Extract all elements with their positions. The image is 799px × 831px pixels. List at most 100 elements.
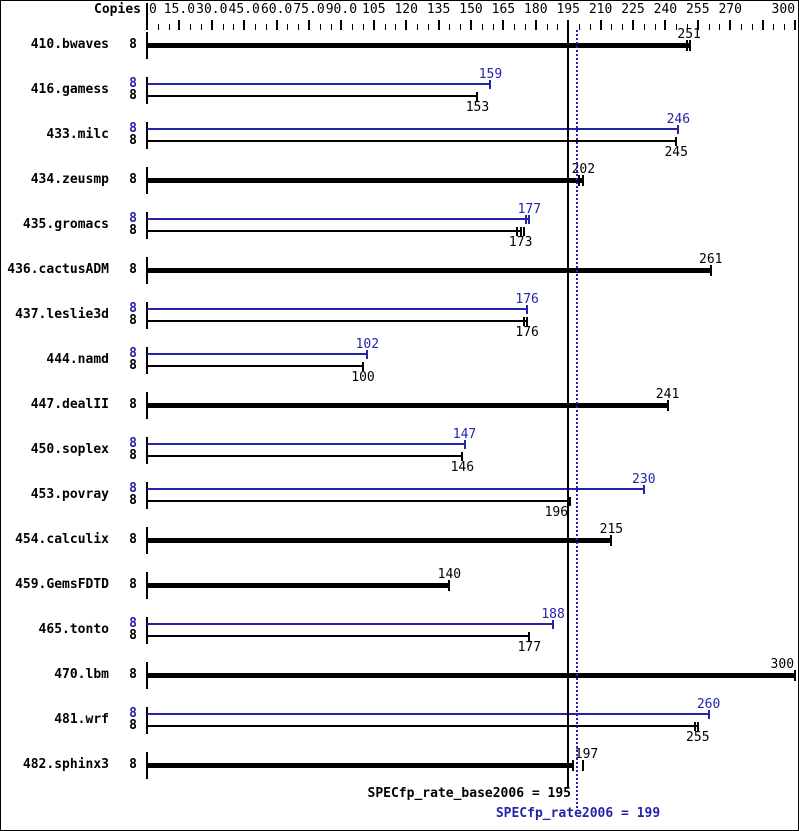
bar-end-tick bbox=[366, 349, 369, 359]
bar-end-tick bbox=[522, 316, 525, 326]
bar-value-label: 188 bbox=[541, 607, 565, 622]
copies-label: 8 bbox=[129, 301, 137, 316]
bar-base bbox=[147, 365, 363, 367]
axis-minor-tick bbox=[643, 24, 645, 30]
copies-label: 8 bbox=[129, 346, 137, 361]
copies-label: 8 bbox=[129, 616, 137, 631]
benchmark-label: 444.namd bbox=[46, 352, 109, 367]
axis-major-tick bbox=[794, 20, 796, 30]
benchmark-label: 447.dealII bbox=[30, 397, 109, 412]
benchmark-label: 434.zeusmp bbox=[30, 172, 109, 187]
axis-origin-line bbox=[146, 3, 148, 30]
bar-base bbox=[147, 95, 478, 97]
bar-end-tick bbox=[642, 484, 645, 494]
benchmark-label: 437.leslie3d bbox=[15, 307, 109, 322]
axis-minor-tick bbox=[395, 24, 397, 30]
copies-label: 8 bbox=[129, 577, 137, 592]
axis-major-tick bbox=[729, 20, 732, 30]
bar-end-tick bbox=[519, 226, 522, 236]
axis-tick-label: 90.0 bbox=[325, 2, 358, 17]
bar-end-tick bbox=[362, 361, 364, 371]
bar-end-tick bbox=[677, 124, 680, 134]
axis-minor-tick bbox=[784, 24, 786, 30]
axis-minor-tick bbox=[687, 24, 688, 30]
row-axis-segment bbox=[146, 482, 148, 509]
bar-peak bbox=[147, 128, 679, 130]
base-mean-summary: SPECfp_rate_base2006 = 195 bbox=[367, 786, 572, 801]
bar-end-tick bbox=[461, 451, 464, 461]
row-axis-segment bbox=[146, 707, 148, 734]
copies-label: 8 bbox=[129, 532, 137, 547]
axis-minor-tick bbox=[741, 24, 742, 30]
bar-value-label: 230 bbox=[632, 472, 656, 487]
axis-minor-tick bbox=[546, 24, 548, 30]
bar-value-label: 147 bbox=[452, 427, 477, 442]
axis-minor-tick bbox=[622, 24, 624, 30]
bar-end-tick bbox=[516, 226, 519, 236]
copies-label: 8 bbox=[129, 493, 137, 508]
row-axis-segment bbox=[146, 77, 148, 104]
axis-minor-tick bbox=[157, 24, 159, 30]
bar-peak bbox=[147, 488, 644, 490]
bar-end-tick bbox=[522, 226, 525, 236]
copies-label: 8 bbox=[129, 76, 137, 91]
row-axis-segment bbox=[146, 212, 148, 239]
axis-major-tick bbox=[534, 20, 537, 30]
bar-end-tick bbox=[476, 91, 479, 101]
bar-peak bbox=[147, 713, 709, 715]
bar-value-label: 177 bbox=[517, 202, 542, 217]
bar-end-tick bbox=[489, 79, 492, 89]
axis-tick-label: 165 bbox=[491, 2, 516, 17]
axis-minor-tick bbox=[384, 24, 386, 30]
copies-label: 8 bbox=[129, 706, 137, 721]
bar-peak bbox=[147, 83, 491, 85]
bar-value-label: 140 bbox=[437, 567, 462, 582]
benchmark-label: 416.gamess bbox=[30, 82, 109, 97]
copies-label: 8 bbox=[129, 757, 137, 772]
axis-major-tick bbox=[243, 20, 246, 30]
axis-minor-tick bbox=[773, 24, 775, 30]
benchmark-label: 453.povray bbox=[30, 487, 109, 502]
axis-minor-tick bbox=[265, 24, 267, 30]
bar-peak bbox=[147, 623, 554, 625]
bar-base bbox=[147, 583, 450, 588]
bar-end-tick bbox=[709, 265, 712, 276]
axis-tick-label: 255 bbox=[686, 2, 710, 17]
bar-base bbox=[147, 320, 528, 322]
benchmark-label: 465.tonto bbox=[38, 622, 109, 637]
axis-minor-tick bbox=[514, 24, 516, 30]
benchmark-label: 482.sphinx3 bbox=[22, 757, 109, 772]
axis-minor-tick bbox=[719, 24, 721, 30]
bar-value-label: 241 bbox=[655, 387, 680, 402]
copies-label: 8 bbox=[129, 628, 137, 643]
axis-minor-tick bbox=[352, 24, 354, 30]
axis-major-tick bbox=[437, 20, 440, 30]
bar-value-label: 300 bbox=[770, 657, 795, 672]
copies-label: 8 bbox=[129, 667, 137, 682]
row-axis-segment bbox=[146, 302, 148, 329]
axis-tick-label: 30.0 bbox=[196, 2, 228, 17]
axis-tick-label: 45.0 bbox=[228, 2, 260, 17]
bar-end-tick bbox=[610, 535, 613, 546]
copies-label: 8 bbox=[129, 481, 137, 496]
benchmark-label: 450.soplex bbox=[30, 442, 109, 457]
axis-major-tick bbox=[470, 20, 472, 30]
axis-minor-tick bbox=[298, 24, 300, 30]
axis-tick-label: 210 bbox=[588, 2, 613, 17]
row-axis-segment bbox=[146, 347, 148, 374]
bar-end-tick bbox=[578, 175, 580, 186]
bar-value-label: 177 bbox=[517, 640, 542, 655]
copies-column-header: Copies bbox=[94, 2, 141, 17]
bar-end-tick bbox=[666, 400, 669, 411]
bar-end-tick bbox=[569, 496, 572, 506]
bar-value-label: 100 bbox=[351, 370, 375, 385]
axis-minor-tick bbox=[611, 24, 613, 30]
axis-minor-tick bbox=[579, 24, 580, 30]
bar-base bbox=[147, 635, 530, 637]
bar-base bbox=[147, 230, 521, 232]
axis-minor-tick bbox=[233, 24, 235, 30]
bar-value-label: 246 bbox=[666, 112, 691, 127]
bar-peak bbox=[147, 218, 530, 220]
bar-end-tick bbox=[448, 580, 451, 591]
bar-peak bbox=[147, 308, 528, 310]
